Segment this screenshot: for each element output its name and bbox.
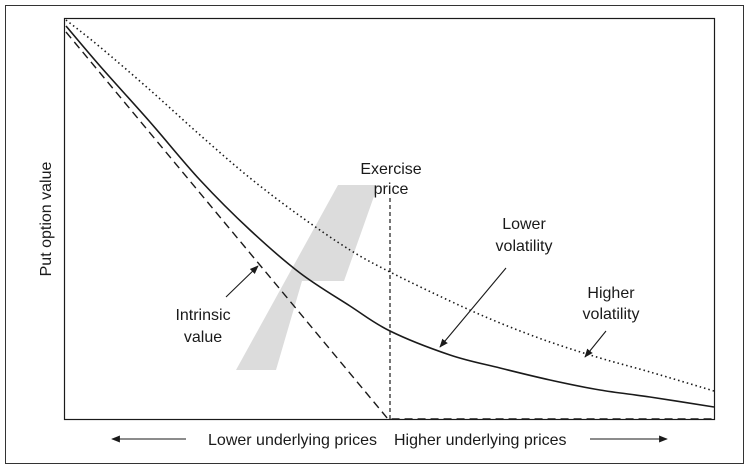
intrinsic-value-arrow <box>225 265 259 298</box>
lower-prices-label: Lower underlying prices <box>208 432 377 449</box>
intrinsic-value-label: value <box>184 329 222 346</box>
higher-volatility-curve <box>65 19 715 392</box>
higher-volatility-label: volatility <box>583 306 640 323</box>
exercise-price-label: Exercise <box>360 161 421 178</box>
y-axis-label: Put option value <box>38 162 55 277</box>
lower-volatility-label: volatility <box>496 238 553 255</box>
intrinsic-value-line <box>65 31 714 420</box>
figure-frame <box>5 5 744 464</box>
higher-volatility-label: Higher <box>587 285 635 302</box>
lower-volatility-curve <box>65 25 715 408</box>
lower-volatility-label: Lower <box>502 216 546 233</box>
lower-volatility-arrow <box>439 267 507 348</box>
intrinsic-value-label: Intrinsic <box>175 307 230 324</box>
higher-volatility-arrow <box>584 330 607 358</box>
exercise-price-label: price <box>374 181 409 198</box>
plot-area-frame <box>63 17 716 421</box>
higher-prices-label: Higher underlying prices <box>394 432 567 449</box>
